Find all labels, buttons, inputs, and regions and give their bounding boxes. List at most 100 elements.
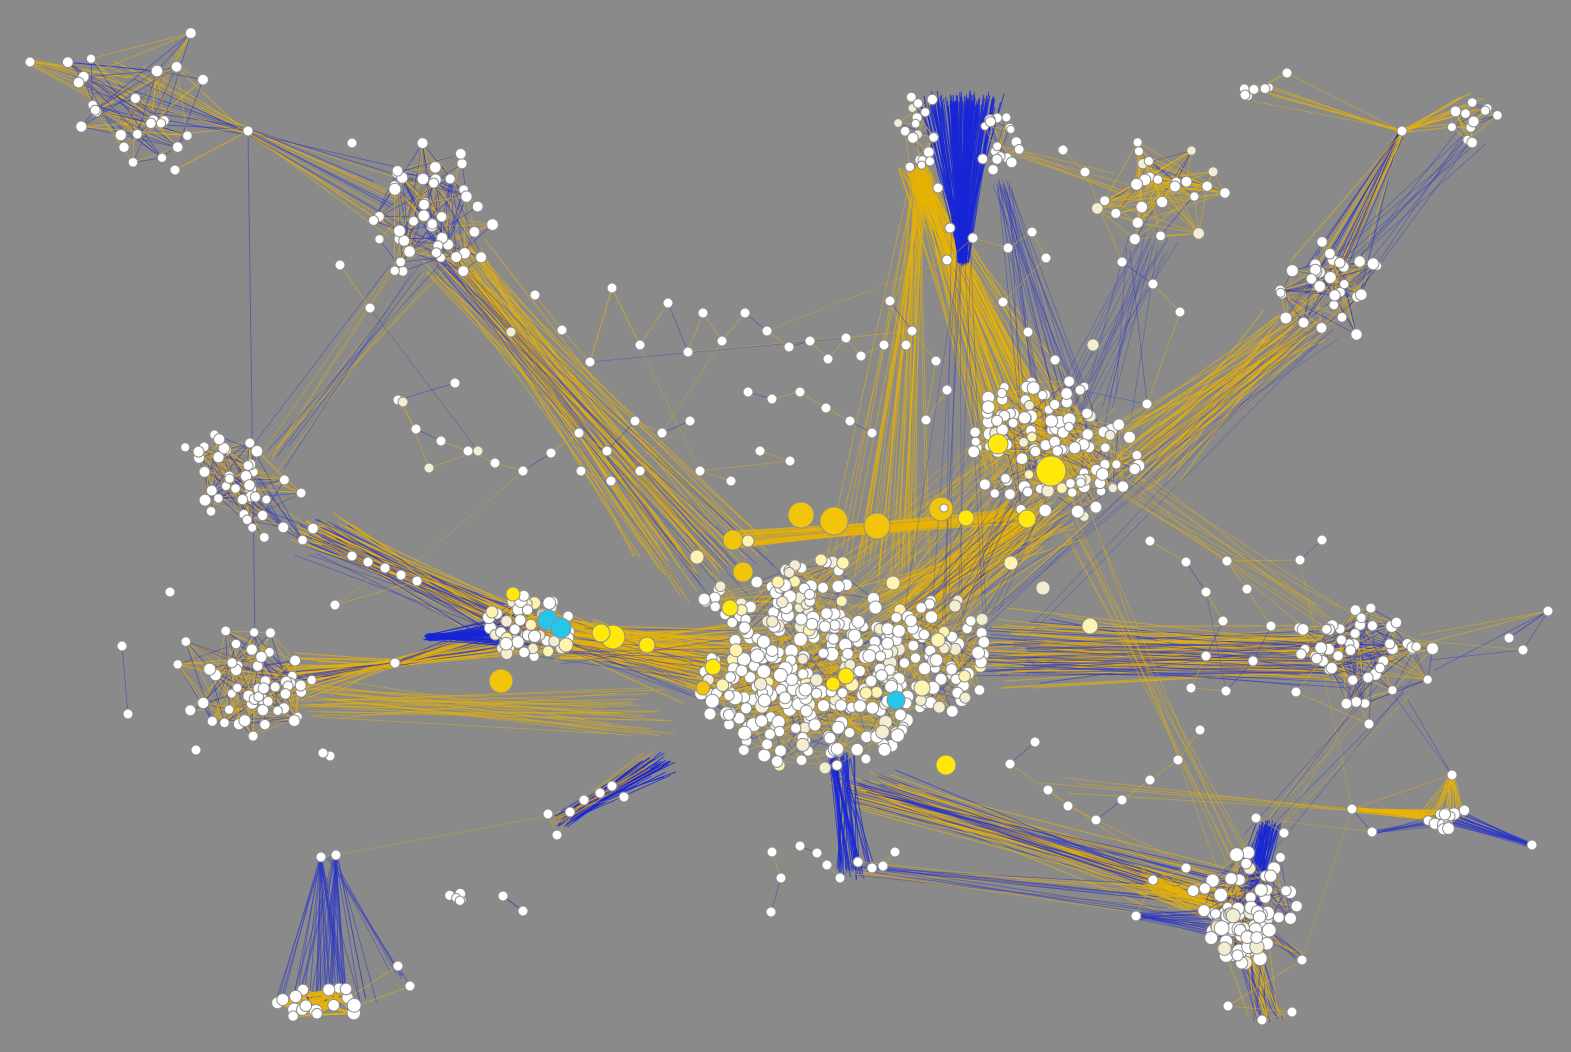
graph-node[interactable]	[128, 158, 138, 168]
graph-node[interactable]	[461, 191, 472, 202]
graph-node[interactable]	[1273, 912, 1284, 923]
graph-node[interactable]	[115, 129, 126, 140]
graph-node[interactable]	[1314, 281, 1326, 293]
graph-node[interactable]	[369, 216, 379, 226]
graph-node[interactable]	[430, 162, 442, 174]
graph-node[interactable]	[985, 117, 995, 127]
graph-node[interactable]	[1351, 329, 1362, 340]
graph-node[interactable]	[1202, 181, 1212, 191]
graph-node[interactable]	[1423, 675, 1432, 684]
graph-node[interactable]	[198, 74, 209, 85]
graph-node[interactable]	[1350, 629, 1360, 639]
graph-node[interactable]	[1220, 188, 1231, 199]
graph-node[interactable]	[417, 138, 428, 149]
graph-node[interactable]	[1206, 874, 1219, 887]
graph-node[interactable]	[1298, 317, 1309, 328]
graph-node[interactable]	[1324, 272, 1336, 284]
graph-node[interactable]	[1230, 848, 1244, 862]
graph-node[interactable]	[1412, 642, 1421, 651]
graph-node[interactable]	[1363, 672, 1373, 682]
graph-node[interactable]	[457, 159, 467, 169]
graph-node[interactable]	[133, 129, 143, 139]
graph-node[interactable]	[1214, 888, 1228, 902]
graph-node[interactable]	[86, 54, 95, 63]
graph-node[interactable]	[1341, 698, 1352, 709]
graph-node[interactable]	[469, 227, 480, 238]
graph-node[interactable]	[183, 131, 193, 141]
graph-node[interactable]	[918, 161, 926, 169]
graph-node[interactable]	[1366, 603, 1376, 613]
graph-node[interactable]	[1367, 621, 1377, 631]
graph-node[interactable]	[1493, 111, 1503, 121]
graph-node[interactable]	[927, 94, 937, 104]
graph-node[interactable]	[1253, 911, 1265, 923]
graph-node[interactable]	[992, 154, 1002, 164]
graph-node[interactable]	[409, 216, 419, 226]
graph-node[interactable]	[1306, 274, 1316, 284]
graph-node[interactable]	[1225, 873, 1237, 885]
graph-node[interactable]	[73, 77, 84, 88]
graph-node[interactable]	[1315, 642, 1327, 654]
graph-node[interactable]	[1311, 653, 1322, 664]
graph-node[interactable]	[1131, 178, 1143, 190]
graph-node[interactable]	[389, 183, 401, 195]
graph-node[interactable]	[925, 157, 934, 166]
graph-node[interactable]	[375, 235, 384, 244]
graph-node[interactable]	[911, 119, 920, 128]
graph-node[interactable]	[1388, 686, 1397, 695]
graph-node[interactable]	[1391, 617, 1402, 628]
graph-node[interactable]	[1281, 886, 1291, 896]
graph-node[interactable]	[1260, 84, 1270, 94]
graph-node[interactable]	[396, 257, 406, 267]
graph-node[interactable]	[1335, 258, 1345, 268]
graph-node[interactable]	[1459, 805, 1470, 816]
graph-node[interactable]	[1014, 145, 1024, 155]
graph-node[interactable]	[1348, 675, 1358, 685]
graph-node[interactable]	[119, 142, 129, 152]
graph-node[interactable]	[156, 119, 165, 128]
graph-node[interactable]	[472, 201, 483, 212]
graph-node[interactable]	[1286, 265, 1298, 277]
graph-node[interactable]	[451, 252, 462, 263]
graph-node[interactable]	[1450, 106, 1461, 117]
graph-node[interactable]	[1337, 312, 1347, 322]
graph-node[interactable]	[1187, 885, 1199, 897]
graph-node[interactable]	[1439, 809, 1450, 820]
graph-node[interactable]	[913, 99, 922, 108]
graph-node[interactable]	[1385, 639, 1395, 649]
graph-node[interactable]	[1447, 123, 1456, 132]
graph-node[interactable]	[1214, 921, 1229, 936]
graph-node[interactable]	[1297, 624, 1309, 636]
graph-node[interactable]	[1226, 909, 1240, 923]
graph-node[interactable]	[978, 154, 988, 164]
graph-node[interactable]	[1275, 852, 1285, 862]
graph-node[interactable]	[172, 142, 183, 153]
graph-node[interactable]	[1285, 912, 1297, 924]
graph-node[interactable]	[418, 210, 430, 222]
graph-node[interactable]	[1262, 923, 1276, 937]
graph-node[interactable]	[1199, 883, 1210, 894]
graph-node[interactable]	[1350, 605, 1361, 616]
graph-node[interactable]	[429, 178, 439, 188]
graph-node[interactable]	[487, 219, 499, 231]
graph-node[interactable]	[1467, 98, 1477, 108]
graph-node[interactable]	[1291, 901, 1302, 912]
graph-node[interactable]	[62, 57, 73, 68]
graph-node[interactable]	[404, 246, 416, 258]
graph-node[interactable]	[1325, 248, 1336, 259]
graph-node[interactable]	[171, 61, 182, 72]
graph-node[interactable]	[146, 118, 156, 128]
graph-node[interactable]	[1156, 231, 1166, 241]
graph-node[interactable]	[1210, 909, 1220, 919]
graph-node[interactable]	[1367, 258, 1379, 270]
graph-node[interactable]	[151, 65, 163, 77]
graph-node[interactable]	[1427, 643, 1439, 655]
graph-node[interactable]	[1354, 256, 1365, 267]
graph-node[interactable]	[476, 252, 487, 263]
graph-node[interactable]	[1198, 905, 1210, 917]
graph-node[interactable]	[1345, 645, 1356, 656]
graph-node[interactable]	[1218, 942, 1231, 955]
graph-node[interactable]	[1357, 613, 1367, 623]
graph-node[interactable]	[929, 133, 938, 142]
graph-node[interactable]	[90, 105, 100, 115]
